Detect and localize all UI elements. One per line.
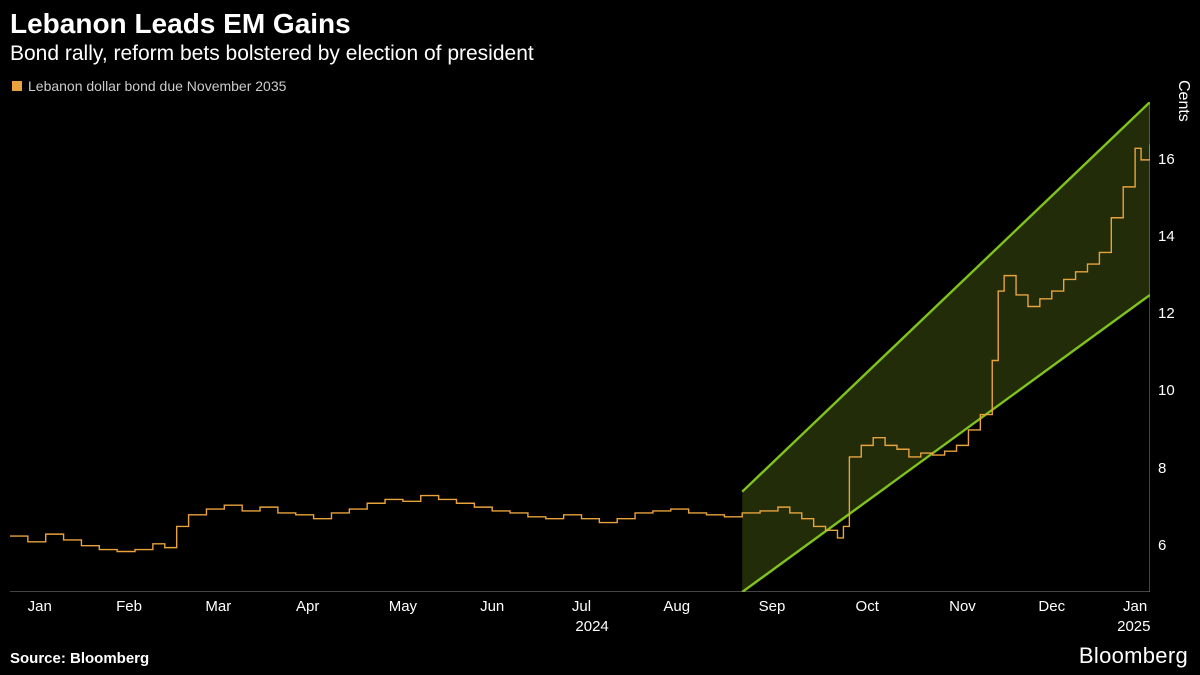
y-tick-label: 14: [1158, 228, 1175, 245]
chart-container: Lebanon Leads EM Gains Bond rally, refor…: [0, 0, 1200, 675]
y-tick-label: 8: [1158, 460, 1166, 477]
x-tick-label: Jan: [1123, 598, 1147, 615]
y-tick-label: 12: [1158, 305, 1175, 322]
legend-label: Lebanon dollar bond due November 2035: [28, 78, 286, 94]
x-tick-label: Jun: [480, 598, 504, 615]
chart-title: Lebanon Leads EM Gains: [0, 0, 1200, 40]
x-tick-label: Apr: [296, 598, 319, 615]
legend: Lebanon dollar bond due November 2035: [12, 78, 286, 94]
x-tick-label: Jan: [28, 598, 52, 615]
brand-logo: Bloomberg: [1079, 643, 1188, 669]
x-tick-label: Aug: [663, 598, 690, 615]
plot-area: [10, 102, 1150, 592]
x-tick-label: May: [389, 598, 417, 615]
x-year-label: 2024: [575, 618, 608, 635]
x-tick-label: Sep: [759, 598, 786, 615]
source-text: Source: Bloomberg: [10, 650, 149, 667]
x-tick-label: Nov: [949, 598, 976, 615]
x-year-label: 2025: [1117, 618, 1150, 635]
y-tick-label: 6: [1158, 537, 1166, 554]
x-tick-label: Jul: [572, 598, 591, 615]
legend-swatch: [12, 81, 22, 91]
chart-subtitle: Bond rally, reform bets bolstered by ele…: [0, 40, 1200, 66]
chart-svg: [10, 102, 1150, 592]
y-tick-label: 10: [1158, 382, 1175, 399]
x-tick-label: Oct: [856, 598, 879, 615]
y-tick-label: 16: [1158, 151, 1175, 168]
y-axis-title: Cents: [1174, 80, 1192, 122]
x-tick-label: Mar: [205, 598, 231, 615]
x-tick-label: Dec: [1038, 598, 1065, 615]
x-tick-label: Feb: [116, 598, 142, 615]
